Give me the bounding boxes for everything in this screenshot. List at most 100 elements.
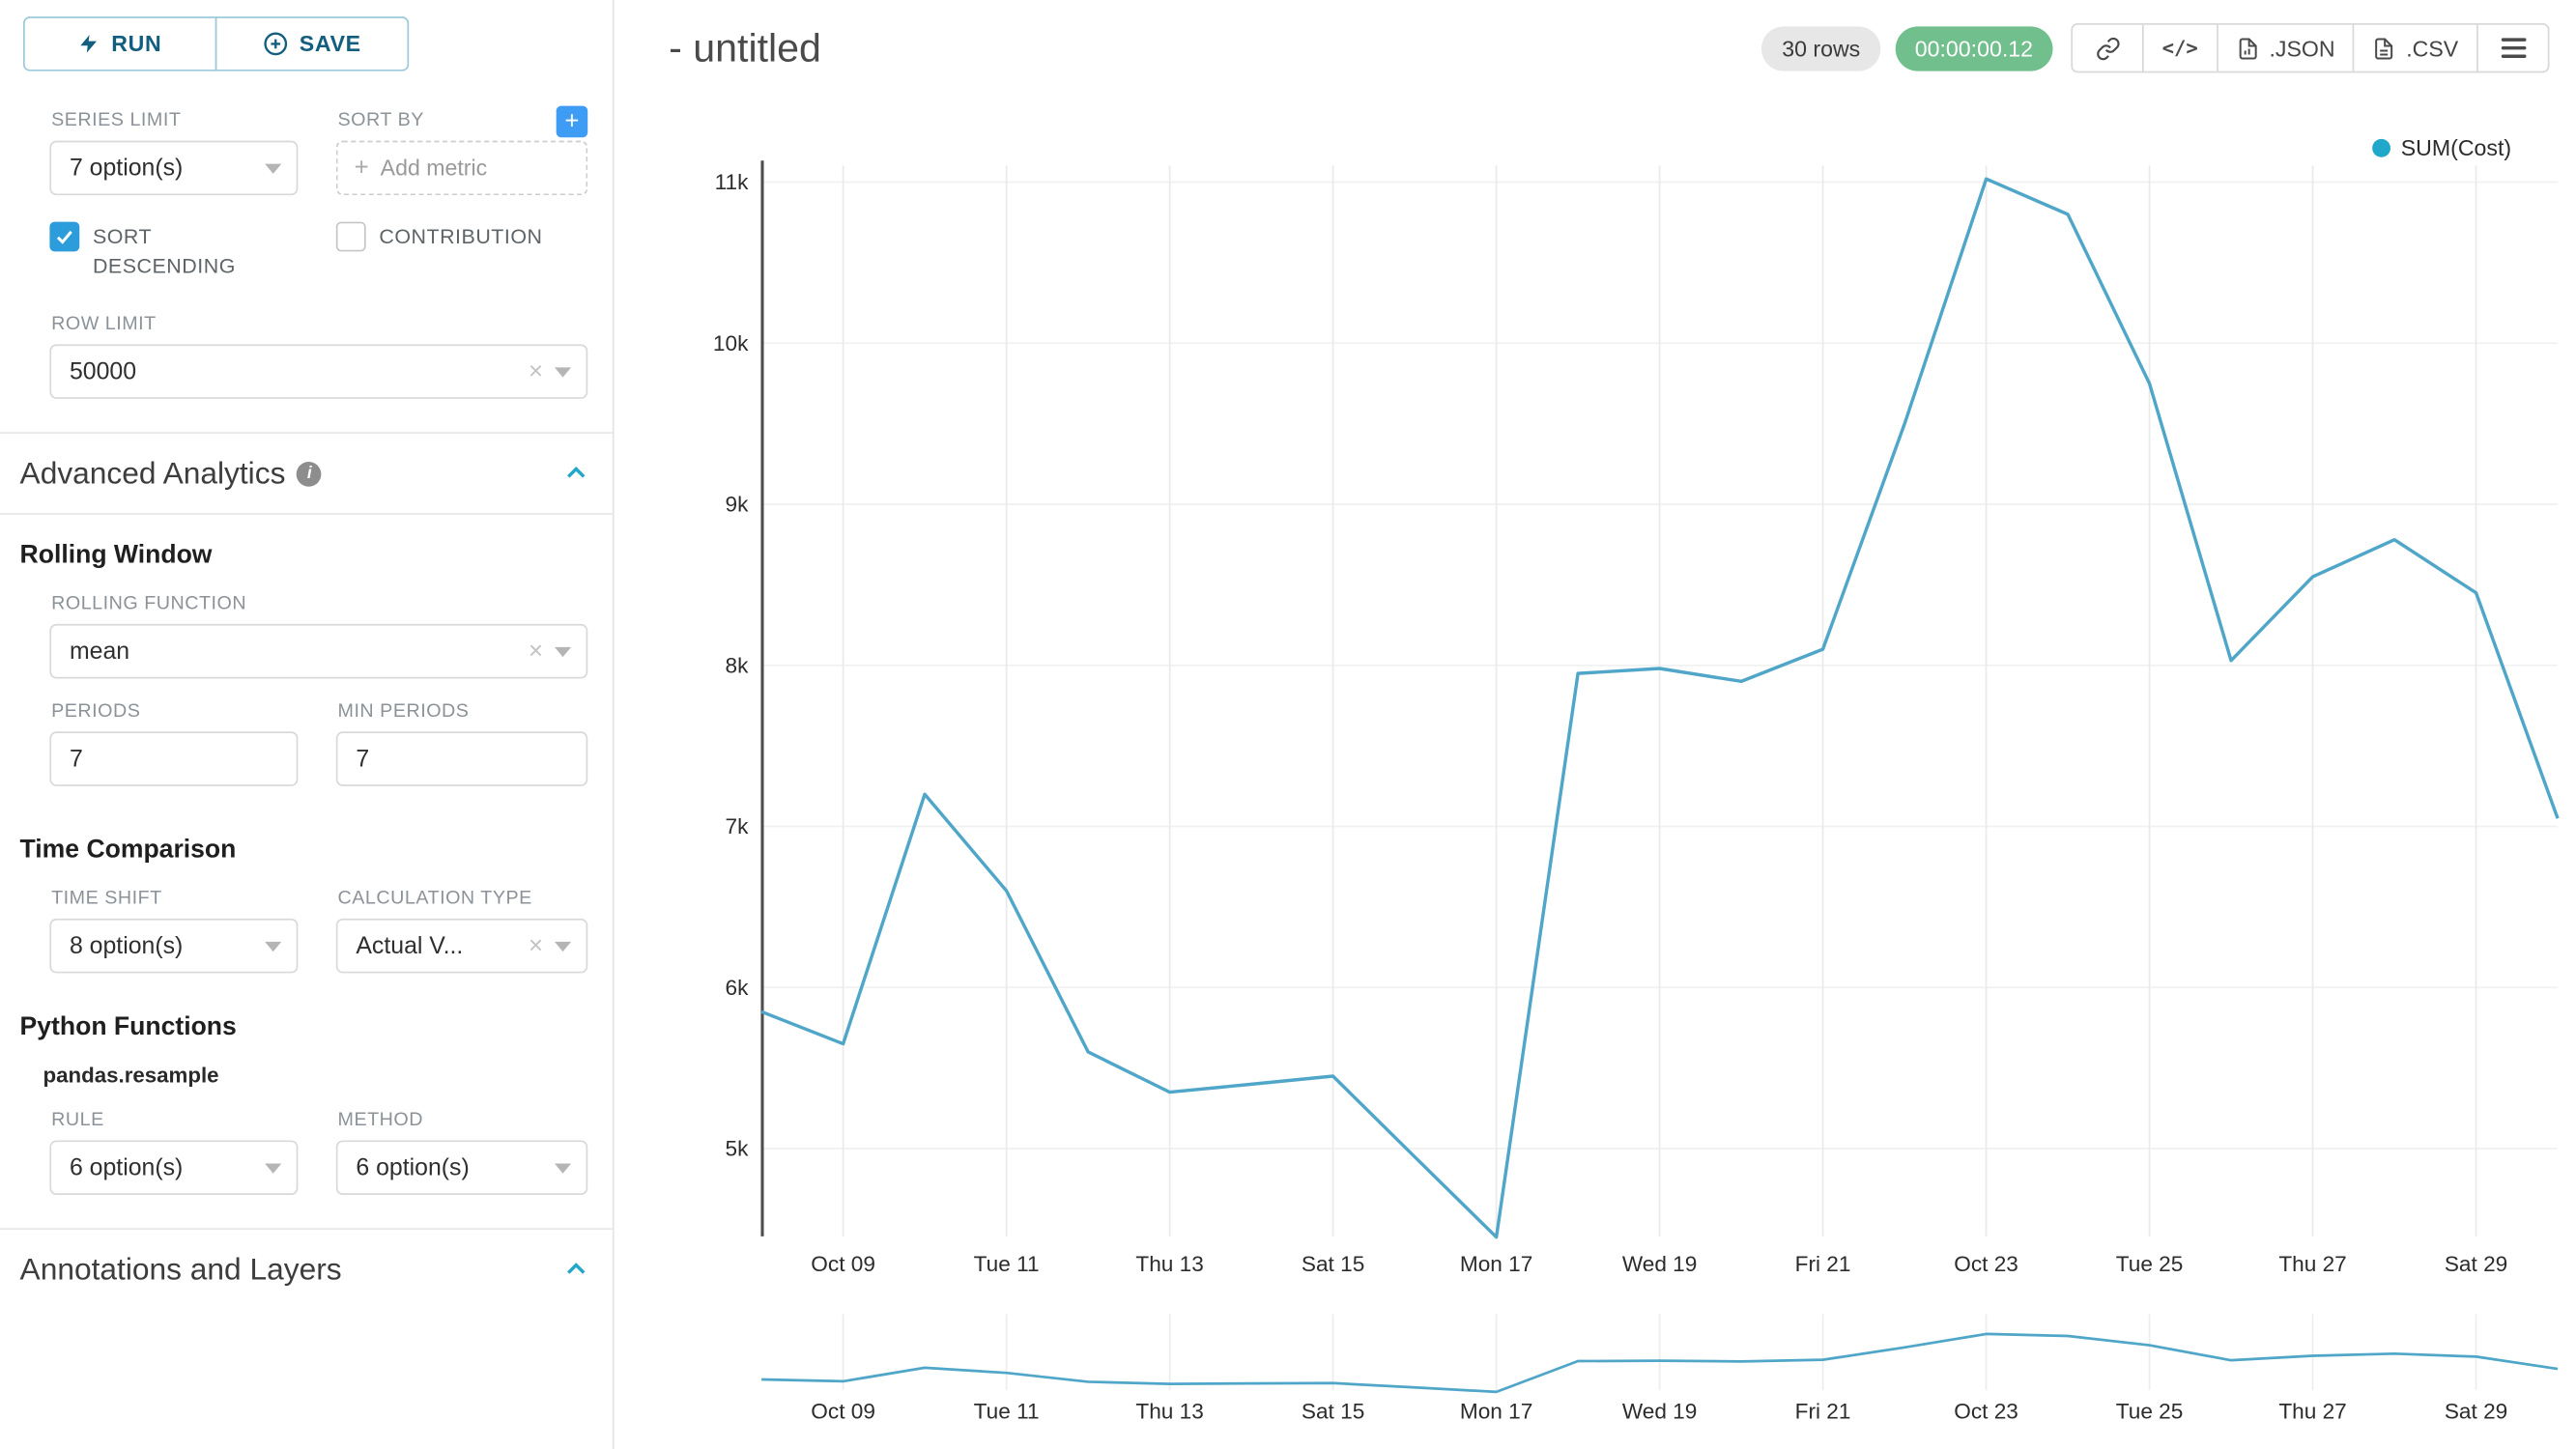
- sort-descending-checkbox[interactable]: SORT DESCENDING: [49, 221, 298, 282]
- export-json-label: .JSON: [2269, 35, 2335, 61]
- plus-icon: +: [354, 154, 369, 183]
- mini-x-tick-label: Thu 13: [1135, 1399, 1203, 1423]
- rule-label: RULE: [51, 1110, 104, 1131]
- method-value: 6 option(s): [356, 1154, 470, 1181]
- y-tick-label: 10k: [713, 331, 749, 355]
- run-button-label: RUN: [111, 31, 162, 57]
- menu-icon: [2500, 38, 2526, 58]
- view-query-button[interactable]: </>: [2142, 22, 2218, 73]
- menu-button[interactable]: [2476, 22, 2550, 73]
- sort-descending-label: SORT DESCENDING: [92, 225, 236, 277]
- rolling-window-title: Rolling Window: [19, 541, 213, 570]
- rule-select[interactable]: 6 option(s): [49, 1140, 299, 1196]
- run-button[interactable]: RUN: [22, 16, 217, 71]
- y-tick-label: 6k: [726, 976, 750, 1000]
- x-tick-label: Wed 19: [1622, 1252, 1698, 1276]
- rolling-function-label: ROLLING FUNCTION: [51, 594, 247, 614]
- divider: [0, 513, 613, 515]
- y-tick-label: 7k: [726, 814, 750, 838]
- mini-x-tick-label: Oct 23: [1954, 1399, 2018, 1423]
- legend-series-label: SUM(Cost): [2400, 135, 2512, 161]
- rolling-window-controls: ROLLING FUNCTION mean × PERIODS MIN PERI…: [49, 594, 588, 786]
- csv-file-icon: [2375, 37, 2393, 59]
- x-tick-label: Oct 09: [811, 1252, 875, 1276]
- info-icon: i: [297, 461, 323, 486]
- caret-down-icon: [265, 1162, 282, 1173]
- add-metric-button[interactable]: + Add metric: [335, 140, 588, 196]
- series-limit-select[interactable]: 7 option(s): [49, 140, 299, 196]
- x-tick-label: Sat 15: [1302, 1252, 1364, 1276]
- periods-input[interactable]: [49, 731, 299, 786]
- rule-value: 6 option(s): [69, 1154, 184, 1181]
- checkbox-checked-icon: [49, 221, 80, 252]
- chart-title: - untitled: [669, 26, 821, 71]
- x-tick-label: Oct 23: [1954, 1252, 2018, 1276]
- export-json-button[interactable]: .JSON: [2216, 22, 2356, 73]
- chart-canvas[interactable]: 5k 6k 7k 8k 9k 10k 11k Oct 09 Oct 09 Tue 11 Tue 11…: [615, 0, 2576, 1449]
- save-button[interactable]: SAVE: [215, 16, 410, 71]
- y-tick-label: 8k: [726, 653, 750, 677]
- advanced-analytics-header[interactable]: Advanced Analytics i: [20, 434, 593, 513]
- row-limit-select[interactable]: 50000 ×: [49, 344, 588, 399]
- mini-x-tick-label: Thu 27: [2278, 1399, 2346, 1423]
- export-csv-button[interactable]: .CSV: [2353, 22, 2478, 73]
- annotations-header[interactable]: Annotations and Layers: [20, 1230, 593, 1309]
- caret-down-icon: [554, 646, 572, 657]
- lightning-icon: [80, 35, 98, 53]
- chart-header: - untitled 30 rows 00:00:00.12 </> .JSON: [615, 0, 2576, 73]
- rowcount-badge: 30 rows: [1761, 25, 1880, 71]
- mini-x-tick-label: Tue 25: [2116, 1399, 2184, 1423]
- x-tick-label: Sat 29: [2445, 1252, 2507, 1276]
- time-shift-select[interactable]: 8 option(s): [49, 918, 299, 974]
- contribution-checkbox[interactable]: CONTRIBUTION: [335, 221, 587, 282]
- chart-header-actions: 30 rows 00:00:00.12 </> .JSON .: [1761, 22, 2550, 73]
- query-controls: SERIES LIMIT SORT BY + 7 option(s) + Add…: [49, 88, 588, 399]
- advanced-analytics-title: Advanced Analytics: [19, 455, 286, 491]
- x-tick-label: Thu 27: [2278, 1252, 2346, 1276]
- plus-icon: +: [564, 107, 580, 136]
- rolling-function-select[interactable]: mean ×: [49, 623, 588, 679]
- sort-by-label: SORT BY: [337, 110, 424, 131]
- y-tick-label: 5k: [726, 1137, 750, 1161]
- calculation-type-select[interactable]: Actual V... ×: [335, 918, 588, 974]
- min-periods-input[interactable]: [335, 731, 588, 786]
- clear-icon[interactable]: ×: [528, 931, 543, 960]
- link-icon: [2096, 36, 2119, 60]
- annotations-title: Annotations and Layers: [19, 1251, 342, 1287]
- mini-x-tick-label: Wed 19: [1622, 1399, 1698, 1423]
- caret-down-icon: [554, 941, 572, 952]
- clear-icon[interactable]: ×: [528, 357, 543, 386]
- legend-series-dot: [2372, 138, 2391, 157]
- mini-x-tick-label: Oct 09: [811, 1399, 875, 1423]
- chevron-up-icon[interactable]: [563, 460, 589, 486]
- series-line: [760, 177, 2560, 1239]
- caret-down-icon: [554, 366, 572, 377]
- mini-x-tick-label: Sat 15: [1302, 1399, 1364, 1423]
- mini-series-line: [761, 1332, 2559, 1394]
- x-tick-label: Tue 11: [974, 1252, 1040, 1276]
- y-tick-label: 9k: [726, 493, 750, 517]
- method-select[interactable]: 6 option(s): [335, 1140, 588, 1196]
- periods-label: PERIODS: [51, 701, 141, 722]
- plus-circle-icon: [264, 32, 287, 56]
- x-tick-label: Fri 21: [1795, 1252, 1851, 1276]
- copy-link-button[interactable]: [2071, 22, 2144, 73]
- mini-x-tick-label: Sat 29: [2445, 1399, 2507, 1423]
- query-actions: RUN SAVE: [22, 16, 410, 71]
- time-shift-value: 8 option(s): [69, 932, 184, 959]
- chart-legend[interactable]: SUM(Cost): [2372, 135, 2512, 161]
- add-sort-button[interactable]: +: [556, 105, 588, 138]
- time-comparison-controls: TIME SHIFT CALCULATION TYPE 8 option(s) …: [49, 866, 588, 974]
- caret-down-icon: [554, 1162, 572, 1173]
- pandas-resample-label: pandas.resample: [43, 1062, 219, 1088]
- save-button-label: SAVE: [299, 31, 361, 57]
- min-periods-label: MIN PERIODS: [337, 701, 470, 722]
- clear-icon[interactable]: ×: [528, 637, 543, 666]
- resample-controls: RULE METHOD 6 option(s) 6 option(s): [49, 1088, 588, 1196]
- control-panel: RUN SAVE SERIES LIMIT SORT BY + 7 option…: [0, 0, 615, 1449]
- chevron-up-icon[interactable]: [563, 1256, 589, 1282]
- row-limit-label: ROW LIMIT: [51, 314, 157, 335]
- chart-panel: 5k 6k 7k 8k 9k 10k 11k Oct 09 Oct 09 Tue 11 Tue 11…: [614, 0, 2576, 1449]
